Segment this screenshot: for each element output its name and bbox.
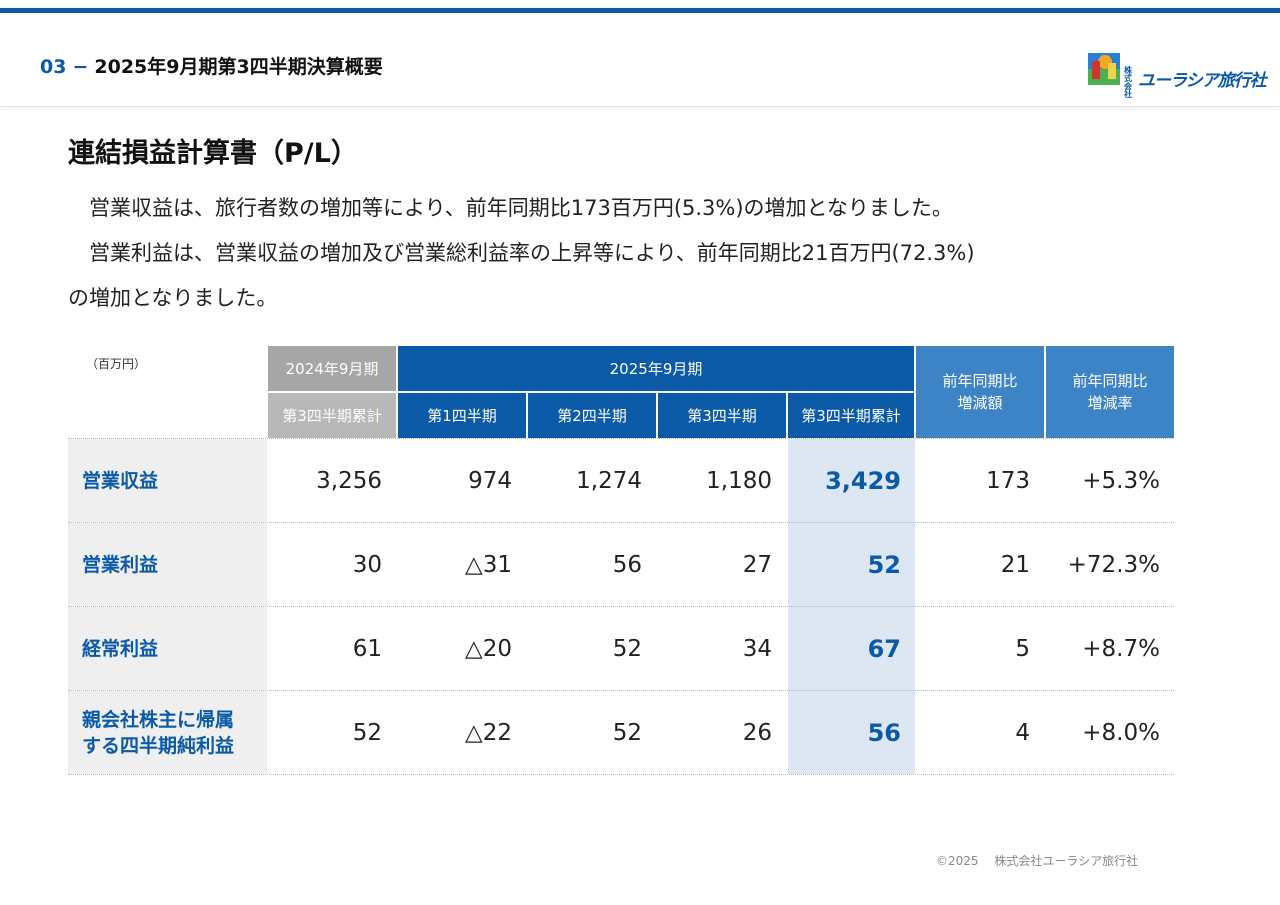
header-q3: 第3四半期: [658, 393, 786, 438]
section-number: 03: [40, 56, 67, 78]
logo-name: ユーラシア旅行社: [1138, 71, 1267, 91]
table-top-rule: [68, 438, 1174, 439]
header-cumulative: 第3四半期累計: [788, 393, 914, 438]
summary-text: 営業収益は、旅行者数の増加等により、前年同期比173百万円(5.3%)の増加とな…: [68, 186, 1198, 321]
row-label: 営業利益: [68, 523, 267, 606]
cell-q1: 974: [468, 467, 512, 494]
unit-label: （百万円）: [86, 357, 147, 371]
table-row: 親会社株主に帰属 する四半期純利益 52 △22 52 26 56 4 +8.0%: [68, 691, 1174, 775]
cell-prev: 61: [352, 635, 382, 662]
cell-q3: 27: [742, 551, 772, 578]
table-row: 営業収益 3,256 974 1,274 1,180 3,429 173 +5.…: [68, 439, 1174, 523]
cell-diff: 5: [1015, 635, 1030, 662]
header-prev-sub: 第3四半期累計: [268, 393, 396, 438]
section-dash: −: [72, 56, 89, 78]
cell-q1: △22: [465, 719, 512, 746]
cell-q2: 56: [612, 551, 642, 578]
header-q1: 第1四半期: [398, 393, 526, 438]
header-diff: 前年同期比 増減額: [916, 346, 1044, 438]
summary-paragraph: の増加となりました。: [68, 286, 278, 310]
cell-q3: 26: [742, 719, 772, 746]
summary-paragraph: 営業収益は、旅行者数の増加等により、前年同期比173百万円(5.3%)の増加とな…: [68, 196, 953, 220]
header-rate-line: 前年同期比: [1072, 372, 1148, 390]
cell-diff: 4: [1015, 719, 1030, 746]
cell-q1: △20: [465, 635, 512, 662]
header-diff-line: 前年同期比: [942, 372, 1018, 390]
header-diff-line: 増減額: [957, 394, 1003, 412]
header-curr-year: 2025年9月期: [398, 346, 914, 391]
cell-q3: 34: [742, 635, 772, 662]
cell-q1: △31: [465, 551, 512, 578]
logo-emblem-icon: [1088, 53, 1120, 85]
section-title: 03−2025年9月期第3四半期決算概要: [40, 52, 383, 79]
company-logo: 株式会社 ユーラシア旅行社: [1088, 53, 1267, 99]
cell-diff: 21: [1000, 551, 1030, 578]
cell-q2: 52: [612, 635, 642, 662]
page-header: 03−2025年9月期第3四半期決算概要 株式会社 ユーラシア旅行社: [0, 13, 1280, 107]
cell-q2: 1,274: [576, 467, 642, 494]
cell-prev: 3,256: [316, 467, 382, 494]
cell-cumulative: 52: [788, 523, 915, 606]
row-label: 親会社株主に帰属 する四半期純利益: [68, 691, 267, 774]
cell-q2: 52: [612, 719, 642, 746]
header-rate: 前年同期比 増減率: [1046, 346, 1174, 438]
cell-prev: 52: [352, 719, 382, 746]
cell-rate: +5.3%: [1082, 467, 1160, 494]
section-title-text: 2025年9月期第3四半期決算概要: [94, 56, 383, 78]
summary-paragraph: 営業利益は、営業収益の増加及び営業総利益率の上昇等により、前年同期比21百万円(…: [68, 241, 975, 265]
cell-rate: +72.3%: [1067, 551, 1160, 578]
header-rate-line: 増減率: [1087, 394, 1133, 412]
cell-diff: 173: [986, 467, 1030, 494]
top-accent-bar: [0, 8, 1280, 13]
cell-rate: +8.0%: [1082, 719, 1160, 746]
table-row: 経常利益 61 △20 52 34 67 5 +8.7%: [68, 607, 1174, 691]
cell-cumulative: 3,429: [788, 439, 915, 522]
header-q2: 第2四半期: [528, 393, 656, 438]
cell-q3: 1,180: [706, 467, 772, 494]
row-label: 営業収益: [68, 439, 267, 522]
header-prev-year: 2024年9月期: [268, 346, 396, 391]
cell-rate: +8.7%: [1082, 635, 1160, 662]
row-label: 経常利益: [68, 607, 267, 690]
table-row: 営業利益 30 △31 56 27 52 21 +72.3%: [68, 523, 1174, 607]
cell-cumulative: 67: [788, 607, 915, 690]
page-title: 連結損益計算書（P/L）: [68, 138, 358, 169]
logo-kaisha: 株式会社: [1124, 66, 1132, 99]
cell-prev: 30: [352, 551, 382, 578]
cell-cumulative: 56: [788, 691, 915, 774]
copyright-footer: ©2025 株式会社ユーラシア旅行社: [936, 854, 1139, 868]
